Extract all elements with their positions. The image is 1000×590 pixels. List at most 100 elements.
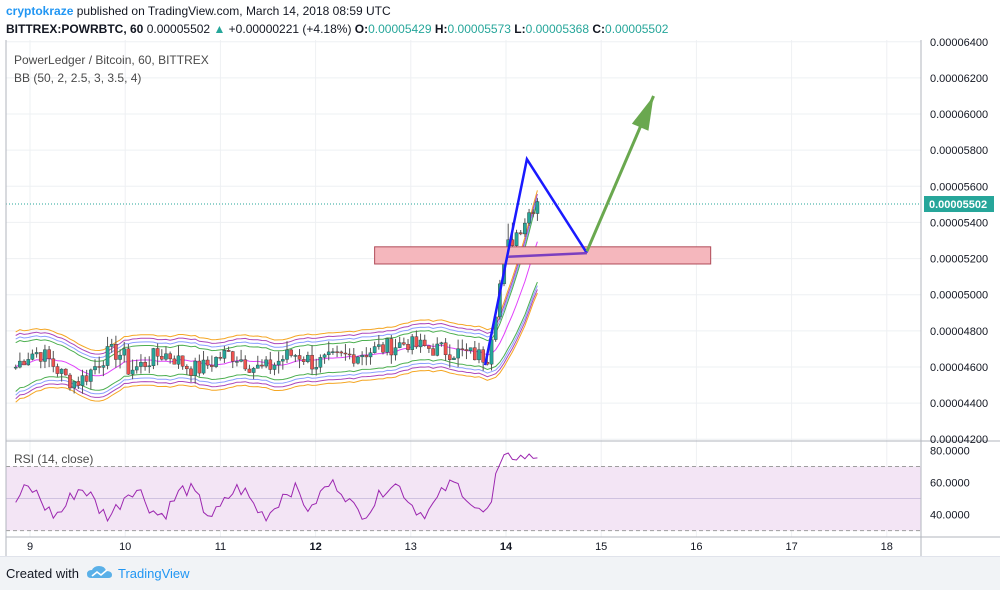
bb-band-3 <box>15 289 538 400</box>
candle-body <box>339 351 344 354</box>
time-tick-label: 13 <box>405 541 417 553</box>
candle-body <box>143 362 147 367</box>
ohlc-line: BITTREX:POWRBTC, 60 0.00005502 ▲ +0.0000… <box>6 22 668 36</box>
candle-body <box>105 346 110 366</box>
price-tick-label: 0.00006400 <box>930 37 988 49</box>
candle-body <box>518 232 523 235</box>
candle-body <box>51 358 56 367</box>
candle-body <box>168 353 172 360</box>
bb-band-2-5 <box>15 285 538 396</box>
candle-body <box>351 354 356 364</box>
drawings <box>6 95 921 366</box>
candle-body <box>26 359 31 366</box>
candle-body <box>447 354 452 360</box>
time-tick-label: 18 <box>881 541 893 553</box>
candle-body <box>210 364 214 367</box>
rsi-pane <box>6 452 921 532</box>
candle-body <box>13 366 18 369</box>
candle-body <box>314 367 319 370</box>
axes: 0.00006400 0.00006200 0.00006000 0.00005800… <box>5 37 1000 556</box>
candle-body <box>468 347 473 352</box>
candle-body <box>514 232 519 246</box>
candle-body <box>431 348 435 356</box>
up-arrow-icon: ▲ <box>213 22 226 36</box>
rsi-tick-label: 80.0000 <box>930 445 970 457</box>
candle-body <box>72 381 76 389</box>
rsi-tick-label: 60.0000 <box>930 477 970 489</box>
candle-body <box>385 338 389 353</box>
candle-body <box>251 368 256 373</box>
author-link[interactable]: cryptokraze <box>6 4 74 18</box>
candle-body <box>118 354 122 360</box>
price-chart[interactable]: 0.00006400 0.00006200 0.00006000 0.00005800… <box>0 0 1000 556</box>
candle-body <box>356 356 360 364</box>
symbol-line: BITTREX:POWRBTC, 60 <box>6 22 144 36</box>
candle-body <box>114 344 118 360</box>
close-label: C: <box>592 22 606 36</box>
candle-body <box>377 344 381 347</box>
candle-body <box>218 356 223 359</box>
candle-body <box>147 365 152 368</box>
candle-body <box>285 349 289 360</box>
candle-body <box>527 212 531 224</box>
candle-body <box>93 366 97 371</box>
close-value: 0.00005502 <box>605 22 669 36</box>
candle-body <box>22 360 26 366</box>
time-tick-label: 12 <box>309 541 321 553</box>
low-label: L: <box>514 22 526 36</box>
candle-body <box>422 339 427 346</box>
price-tick-label: 0.00004800 <box>930 326 988 338</box>
published-text: published on TradingView.com, March 14, … <box>76 4 391 18</box>
candle-body <box>97 366 101 368</box>
price-tick-label: 0.00006000 <box>930 109 988 121</box>
publish-line: cryptokraze published on TradingView.com… <box>6 4 391 18</box>
bb-band-3 <box>15 193 538 355</box>
candle-body <box>264 359 268 367</box>
time-tick-label: 14 <box>500 541 513 553</box>
candle-body <box>43 349 47 362</box>
candle-body <box>76 381 81 386</box>
price-tick-label: 0.00004600 <box>930 362 988 374</box>
candle-body <box>347 353 352 356</box>
bb-band-2-5 <box>15 197 538 359</box>
low-value: 0.00005368 <box>525 22 590 36</box>
candle-body <box>297 355 302 360</box>
candle-body <box>523 222 527 235</box>
candle-body <box>310 354 314 370</box>
candle-body <box>272 364 277 370</box>
candle-body <box>402 342 406 345</box>
tradingview-link[interactable]: TradingView <box>118 566 190 581</box>
candle-body <box>176 355 181 365</box>
candle-body <box>64 368 68 376</box>
candle-body <box>281 359 285 362</box>
candle-body <box>289 349 293 356</box>
candle-body <box>164 353 168 360</box>
candle-body <box>418 339 423 348</box>
candle-body <box>126 348 131 375</box>
candle-body <box>18 360 22 368</box>
open-label: O: <box>354 22 369 36</box>
candle-body <box>130 369 135 375</box>
bollinger-bands <box>15 190 538 403</box>
candle-body <box>185 366 189 370</box>
candle-body <box>122 348 127 356</box>
candle-body <box>268 359 273 370</box>
time-tick-label: 16 <box>690 541 702 553</box>
candle-body <box>222 350 227 359</box>
candle-body <box>68 374 72 389</box>
candle-body <box>38 352 43 362</box>
candle-body <box>473 347 477 361</box>
candle-body <box>205 359 210 366</box>
candle-body <box>360 355 364 358</box>
candle-body <box>276 360 281 366</box>
candle-body <box>452 357 456 360</box>
candle-body <box>243 359 248 370</box>
candle-body <box>322 354 327 358</box>
last-price-tag <box>924 196 994 213</box>
pattern-line <box>483 155 588 366</box>
candle-body <box>260 364 264 367</box>
candle-body <box>435 343 440 356</box>
target-arrow-head <box>631 95 654 131</box>
price-tick-label: 0.00004200 <box>930 434 988 446</box>
candle-body <box>155 348 160 357</box>
